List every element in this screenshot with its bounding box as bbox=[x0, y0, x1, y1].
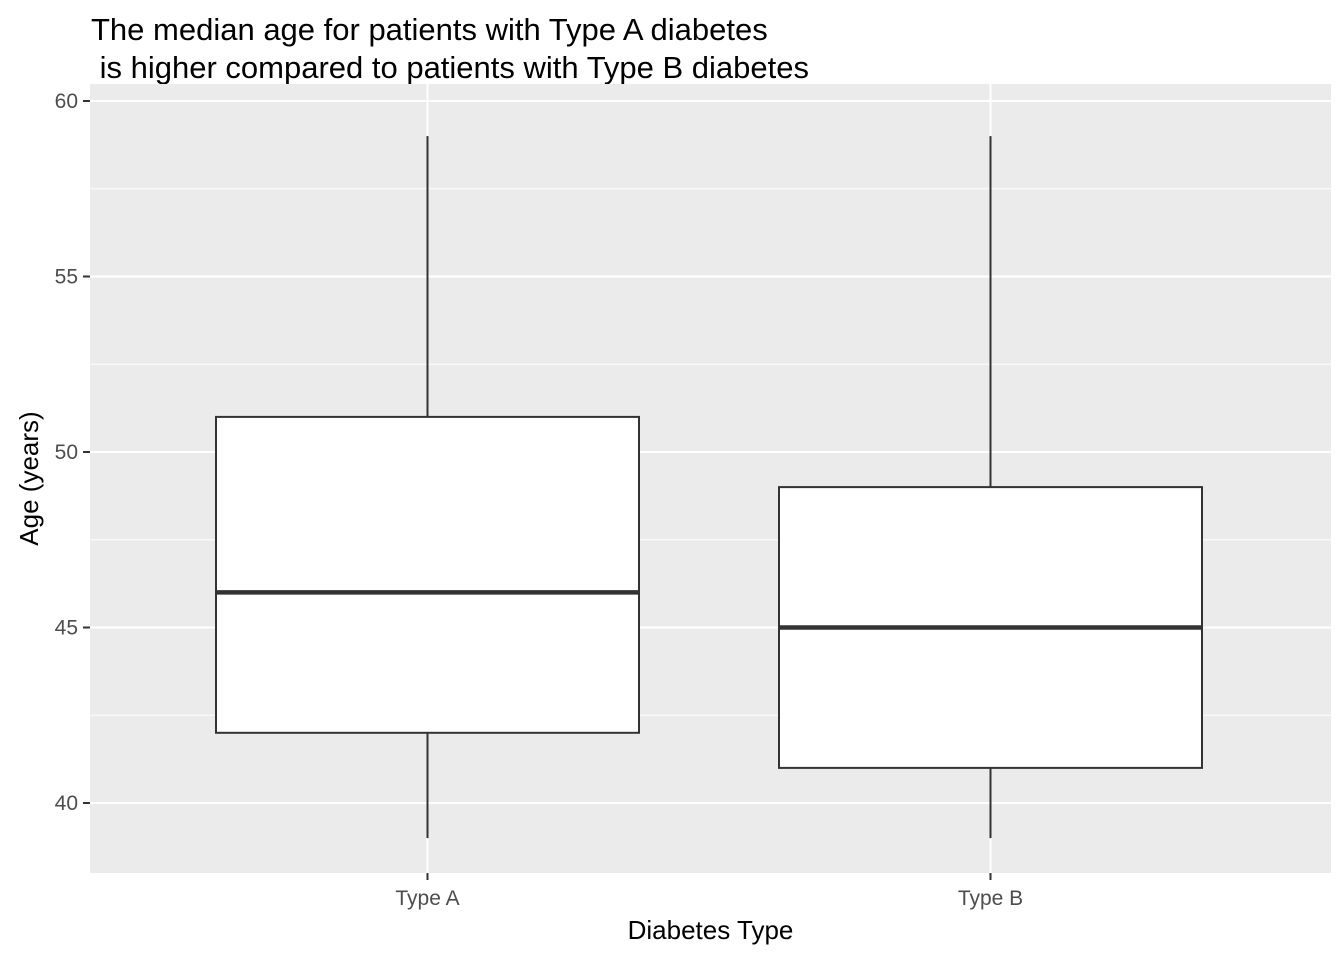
chart-title-line-2: is higher compared to patients with Type… bbox=[91, 50, 810, 85]
y-tick-label: 55 bbox=[55, 266, 78, 289]
box-type-a bbox=[215, 136, 640, 839]
x-tick-label: Type B bbox=[958, 887, 1023, 910]
y-axis-title: Age (years) bbox=[14, 411, 44, 545]
y-tick-label: 60 bbox=[55, 90, 78, 113]
y-tick-label: 40 bbox=[55, 792, 78, 815]
x-axis-title: Diabetes Type bbox=[628, 915, 794, 945]
box-iqr bbox=[215, 415, 640, 734]
box-type-b bbox=[778, 136, 1203, 839]
y-tick-label: 50 bbox=[55, 441, 78, 464]
box-series bbox=[215, 136, 1203, 839]
x-axis: Type A Type B bbox=[395, 873, 1023, 910]
y-tick-label: 45 bbox=[55, 617, 78, 640]
chart-title-line-1: The median age for patients with Type A … bbox=[91, 12, 768, 47]
x-tick-label: Type A bbox=[395, 887, 459, 910]
y-axis: 40 45 50 55 60 bbox=[55, 90, 90, 815]
